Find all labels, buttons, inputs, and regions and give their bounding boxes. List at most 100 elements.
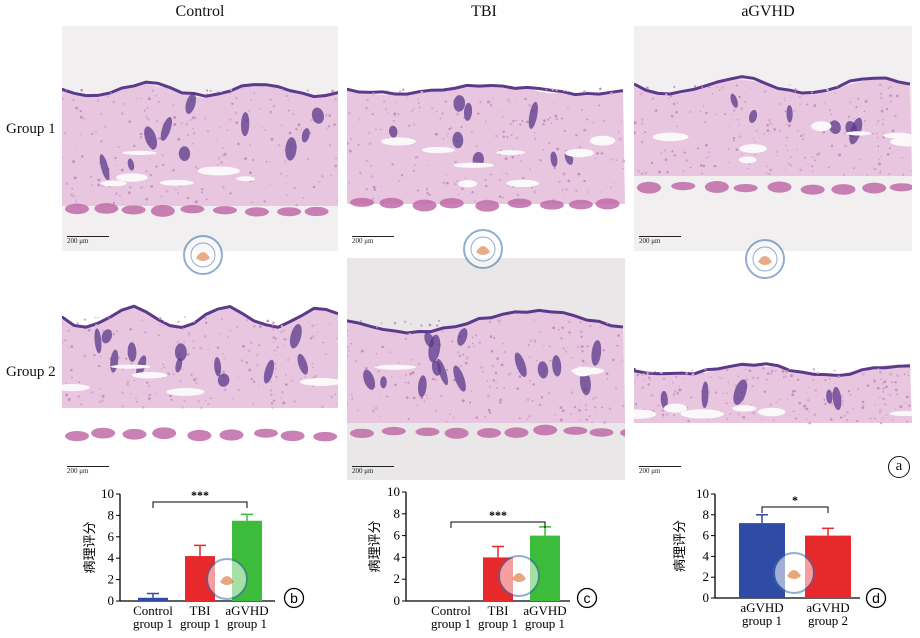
hair-follicle	[214, 357, 222, 377]
x-tick-label: Control	[431, 603, 471, 618]
dermis-tissue	[634, 78, 912, 176]
muscle-fiber	[350, 428, 374, 438]
hair-follicle	[380, 376, 387, 389]
dermis-tissue	[62, 83, 338, 206]
hair-follicle	[748, 109, 758, 123]
epidermis-layer	[634, 75, 911, 96]
hair-follicle	[453, 365, 466, 392]
epidermis-layer	[62, 304, 338, 329]
hair-follicle	[463, 102, 473, 121]
x-tick-label: aGVHD	[740, 600, 783, 615]
muscle-fiber	[122, 428, 147, 440]
muscle-fiber	[476, 428, 501, 438]
muscle-fiber	[620, 429, 625, 437]
epidermis-layer	[634, 362, 911, 378]
hair-follicle	[528, 101, 538, 129]
micrograph-tbi-group-1	[347, 26, 625, 251]
row-label-group-1: Group 1	[6, 121, 56, 137]
hair-follicle	[832, 386, 842, 411]
micrograph-agvhd-group-2	[634, 258, 912, 480]
y-tick-label: 4	[703, 548, 710, 563]
muscle-fiber	[439, 198, 464, 209]
hair-follicle	[144, 126, 158, 150]
panel-badge-c: c	[584, 590, 591, 606]
muscle-fiber	[563, 426, 588, 435]
muscle-fiber	[533, 424, 558, 436]
panel-badge-circle	[283, 587, 305, 609]
muscle-fiber	[589, 428, 614, 437]
scale-bar: 200 μm	[352, 236, 394, 245]
significance-bracket	[450, 521, 546, 528]
hair-follicle	[452, 131, 464, 149]
watermark-seal-mark	[787, 570, 801, 579]
significance-label: ***	[191, 488, 209, 502]
muscle-fiber	[91, 427, 116, 439]
panel-badge-circle	[576, 587, 598, 609]
x-tick-label: aGVHD	[225, 603, 268, 618]
hair-follicle	[101, 329, 113, 344]
bar	[138, 597, 168, 601]
muscle-fiber	[504, 427, 529, 438]
y-tick-label: 10	[696, 486, 709, 501]
muscle-fiber	[568, 199, 593, 210]
muscle-fiber	[733, 183, 758, 193]
muscle-fiber	[379, 197, 404, 209]
y-tick-label: 6	[108, 529, 115, 544]
muscle-fiber	[767, 181, 792, 193]
y-tick-label: 10	[101, 486, 114, 501]
muscle-fiber	[507, 198, 532, 208]
dermis-tissue	[347, 84, 625, 204]
hair-follicle	[285, 137, 297, 161]
hair-follicle	[241, 112, 250, 137]
hair-follicle	[826, 389, 833, 404]
x-tick-label: group 1	[180, 616, 220, 631]
muscle-fiber	[412, 199, 437, 212]
muscle-fiber	[152, 427, 177, 440]
muscle-fiber	[704, 181, 729, 193]
column-title-tbi: TBI	[471, 3, 497, 20]
watermark-seal-icon	[182, 234, 224, 276]
hair-follicle	[457, 328, 468, 346]
micrograph-agvhd-group-1	[634, 26, 912, 251]
muscle-fiber	[831, 184, 856, 195]
y-tick-label: 6	[703, 528, 710, 543]
hair-follicle	[786, 105, 793, 123]
hair-follicle	[127, 158, 135, 171]
hair-follicle	[174, 343, 187, 362]
x-tick-label: group 2	[808, 613, 848, 628]
epidermis-layer	[62, 80, 338, 99]
x-tick-label: TBI	[488, 603, 509, 618]
hair-follicle	[829, 120, 841, 134]
muscle-fiber	[280, 430, 305, 442]
epidermis-layer	[347, 83, 624, 97]
muscle-fiber	[304, 206, 329, 217]
muscle-fiber	[637, 181, 661, 194]
panel-badge-d: d	[872, 590, 880, 606]
hair-follicle	[730, 93, 738, 108]
y-tick-label: 10	[387, 484, 400, 499]
muscle-fiber	[671, 181, 696, 191]
y-tick-label: 4	[394, 549, 401, 564]
hair-follicle	[424, 332, 434, 348]
hair-follicle	[660, 390, 668, 409]
muscle-fiber	[180, 204, 205, 214]
hair-follicle	[591, 340, 602, 366]
hair-follicle	[311, 107, 324, 124]
significance-bracket	[152, 501, 248, 508]
muscle-fiber	[187, 429, 212, 442]
y-tick-label: 8	[394, 506, 401, 521]
muscle-fiber	[595, 198, 620, 210]
micrograph-control-group-1	[62, 26, 338, 251]
dermis-tissue	[347, 310, 625, 423]
micrograph-control-group-2	[62, 258, 338, 480]
x-tick-label: group 1	[525, 616, 565, 631]
x-tick-label: aGVHD	[806, 600, 849, 615]
hair-follicle	[701, 381, 709, 409]
hair-follicle	[537, 361, 549, 379]
y-axis-label: 病理评分	[673, 520, 688, 572]
y-tick-label: 2	[703, 569, 710, 584]
y-tick-label: 4	[108, 550, 115, 565]
muscle-fiber	[350, 197, 374, 207]
hair-follicle	[453, 95, 466, 112]
